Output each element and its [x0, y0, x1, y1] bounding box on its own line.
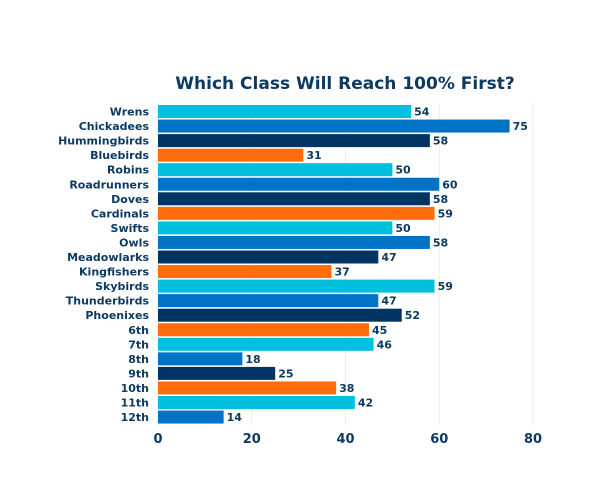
bar	[158, 148, 304, 162]
bar	[158, 323, 369, 337]
value-label: 31	[306, 149, 321, 162]
x-tick-label: 20	[243, 432, 261, 447]
category-label: Bluebirds	[90, 149, 149, 162]
category-label: Doves	[111, 193, 149, 206]
bar	[158, 308, 402, 322]
value-label: 58	[433, 135, 448, 148]
category-label: 7th	[128, 338, 149, 351]
value-label: 75	[513, 120, 528, 133]
category-label: 10th	[121, 382, 149, 395]
bar	[158, 221, 393, 235]
value-label: 59	[438, 207, 453, 220]
category-label: Meadowlarks	[67, 251, 149, 264]
value-label: 18	[245, 353, 260, 366]
bar	[158, 381, 337, 395]
value-label: 58	[433, 193, 448, 206]
category-label: Hummingbirds	[58, 135, 149, 148]
bar	[158, 177, 440, 191]
value-label: 60	[442, 178, 458, 191]
value-labels: 5475583150605859505847375947524546182538…	[227, 106, 528, 425]
value-label: 14	[227, 411, 243, 424]
chart-title: Which Class Will Reach 100% First?	[175, 74, 514, 94]
bar	[158, 294, 379, 308]
value-label: 47	[381, 251, 396, 264]
bar	[158, 337, 374, 351]
bar	[158, 134, 430, 148]
value-label: 50	[395, 164, 411, 177]
category-label: Robins	[107, 164, 150, 177]
category-label: Swifts	[111, 222, 150, 235]
bar	[158, 192, 430, 206]
category-label: Cardinals	[91, 207, 150, 220]
value-label: 58	[433, 236, 448, 249]
bar	[158, 410, 224, 424]
bars	[158, 105, 510, 424]
bar	[158, 265, 332, 279]
bar	[158, 206, 435, 220]
category-label: Chickadees	[79, 120, 150, 133]
value-label: 54	[414, 106, 430, 119]
category-label: 9th	[128, 367, 149, 380]
bar	[158, 396, 355, 409]
category-label: Phoenixes	[85, 309, 149, 322]
category-label: 8th	[128, 353, 149, 366]
value-label: 59	[438, 280, 453, 293]
bar	[158, 163, 393, 177]
bar	[158, 105, 412, 118]
category-label: 11th	[121, 397, 149, 410]
x-axis-ticks: 0 20 40 60 80	[153, 432, 542, 447]
value-label: 42	[358, 397, 373, 410]
bar	[158, 119, 510, 133]
bar	[158, 235, 430, 249]
value-label: 38	[339, 382, 354, 395]
category-label: Thunderbirds	[66, 295, 150, 308]
category-label: Owls	[119, 236, 149, 249]
value-label: 47	[381, 295, 396, 308]
bar	[158, 352, 243, 366]
category-label: Kingfishers	[79, 266, 149, 279]
x-tick-label: 80	[524, 432, 542, 447]
value-label: 25	[278, 367, 293, 380]
bar	[158, 279, 435, 293]
value-label: 45	[372, 324, 387, 337]
category-label: Roadrunners	[69, 178, 149, 191]
value-label: 46	[377, 338, 393, 351]
bar	[158, 250, 379, 264]
bar	[158, 366, 276, 380]
value-label: 50	[395, 222, 411, 235]
x-tick-label: 0	[153, 432, 162, 447]
category-label: 6th	[128, 324, 149, 337]
x-tick-label: 40	[336, 432, 354, 447]
value-label: 52	[405, 309, 420, 322]
value-label: 37	[334, 266, 349, 279]
category-label: Wrens	[110, 106, 150, 119]
category-label: 12th	[121, 411, 149, 424]
x-tick-label: 60	[430, 432, 448, 447]
category-label: Skybirds	[95, 280, 149, 293]
